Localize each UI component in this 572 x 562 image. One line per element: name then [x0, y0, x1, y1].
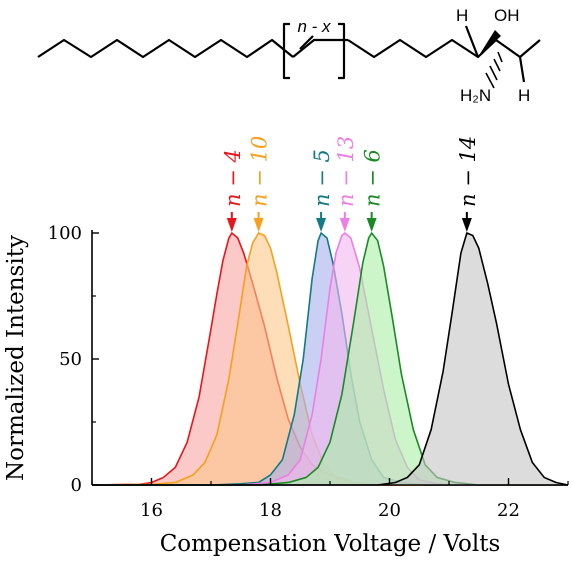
peak-arrowhead-n-4: [226, 218, 237, 232]
chain-bracket-label: n - x: [297, 17, 331, 36]
y-axis-label: Normalized Intensity: [3, 235, 29, 481]
peak-label-n-13: n − 13: [334, 136, 358, 207]
x-tick-label-16: 16: [140, 500, 163, 521]
molecule-structure: [37, 22, 541, 89]
h-top-label: H: [456, 6, 468, 25]
peak-label-n-5: n − 5: [310, 149, 334, 207]
x-tick-label-18: 18: [259, 500, 282, 521]
peak-arrowhead-n-13: [339, 218, 350, 232]
series-area-n-13: [92, 233, 568, 485]
oh-label: OH: [494, 6, 520, 25]
chain-bracket-left: [282, 22, 290, 80]
peak-label-n-14: n − 14: [456, 136, 480, 207]
y-tick-label-0: 0: [71, 475, 82, 496]
peak-label-n-4: n − 4: [221, 149, 245, 207]
alkene-segment: [292, 38, 348, 58]
alkyl-chain-left: [37, 38, 294, 59]
x-tick-label-20: 20: [378, 500, 401, 521]
wedge-bond-oh: [478, 30, 501, 57]
series-line-n-14: [92, 232, 569, 486]
x-tick-label-22: 22: [497, 500, 520, 521]
chain-bracket-right: [338, 22, 346, 80]
x-axis-label: Compensation Voltage / Volts: [160, 531, 501, 557]
y-tick-label-50: 50: [59, 349, 82, 370]
peak-arrowhead-n-5: [316, 218, 327, 232]
hashed-bond-nh2: [485, 51, 503, 89]
peak-arrowhead-n-6: [366, 218, 377, 232]
y-tick-label-100: 100: [48, 223, 82, 244]
double-bond-line: [299, 35, 314, 50]
bond-h-bottom: [518, 56, 526, 83]
peak-arrowhead-n-14: [461, 218, 472, 232]
series-area-n-14: [92, 233, 568, 485]
alkyl-chain-right: [347, 38, 541, 59]
ticks: 16 18 20 22 0 50 100: [48, 223, 569, 521]
bond-h-top: [464, 25, 480, 58]
plot-area: [91, 232, 569, 486]
peak-label-n-6: n − 6: [361, 149, 385, 207]
peak-label-n-10: n − 10: [248, 136, 272, 207]
h-bottom-label: H: [518, 86, 530, 105]
nh2-label: H₂N: [460, 86, 491, 105]
series-area-n-4: [92, 233, 568, 485]
peak-arrowhead-n-10: [253, 218, 264, 232]
